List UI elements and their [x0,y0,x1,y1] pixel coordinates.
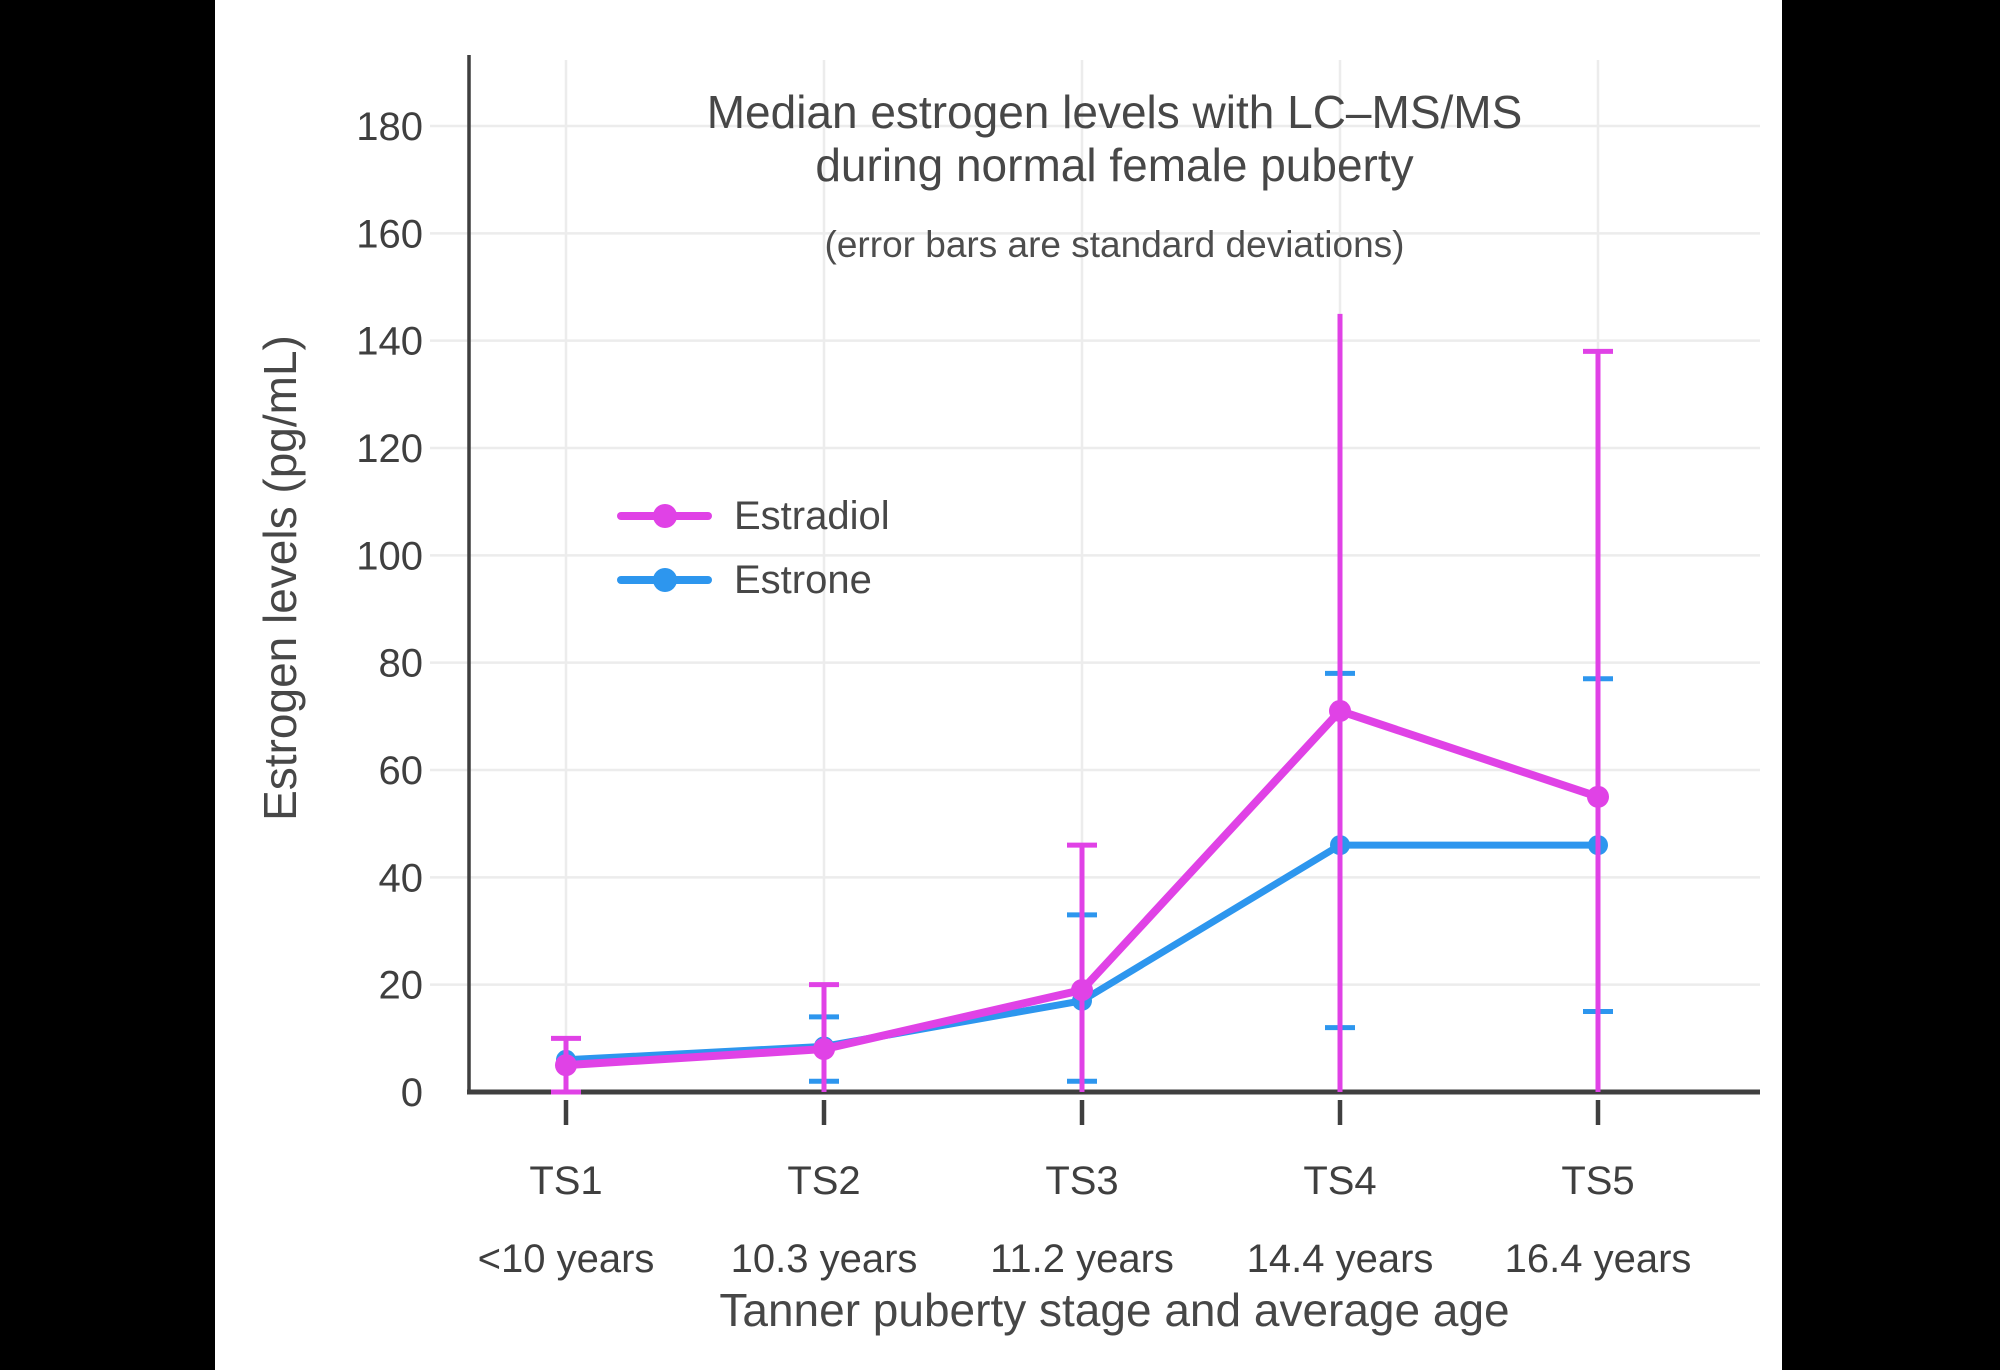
legend-swatch-estrone [617,568,712,592]
chart-subtitle: (error bars are standard deviations) [824,224,1405,265]
svg-text:TS2: TS2 [787,1159,860,1203]
svg-text:100: 100 [356,534,423,578]
svg-text:TS3: TS3 [1045,1159,1118,1203]
x-axis-title: Tanner puberty stage and average age [719,1284,1510,1336]
chart-svg: 0 20 40 60 80 100 120 140 160 180 TS1 <10 years TS2 1… [356,55,1760,1281]
legend-label-estrone: Estrone [734,557,872,602]
svg-text:80: 80 [379,642,424,686]
svg-text:20: 20 [379,964,424,1008]
y-axis-title: Estrogen levels (pg/mL) [254,335,306,821]
title-block: Median estrogen levels with LC–MS/MS dur… [469,0,1760,300]
svg-text:180: 180 [356,105,423,149]
svg-text:TS4: TS4 [1303,1159,1376,1203]
legend: Estradiol Estrone [617,484,890,612]
svg-text:<10 years: <10 years [478,1237,655,1281]
svg-text:11.2 years: 11.2 years [990,1237,1174,1281]
svg-text:TS1: TS1 [529,1159,602,1203]
chart-title-line2: during normal female puberty [815,139,1414,191]
svg-text:60: 60 [379,749,424,793]
svg-text:14.4 years: 14.4 years [1247,1237,1434,1281]
svg-text:10.3 years: 10.3 years [731,1237,918,1281]
chart-panel: 0 20 40 60 80 100 120 140 160 180 TS1 <10 years TS2 1… [215,0,1782,1370]
legend-item-estrone[interactable]: Estrone [617,548,890,612]
svg-text:0: 0 [401,1071,423,1115]
svg-text:16.4 years: 16.4 years [1505,1237,1692,1281]
legend-marker-dot [652,568,677,592]
legend-label-estradiol: Estradiol [734,493,890,538]
svg-text:TS5: TS5 [1561,1159,1634,1203]
legend-swatch-estradiol [617,504,712,528]
svg-text:160: 160 [356,212,423,256]
svg-text:120: 120 [356,427,423,471]
legend-marker-dot [652,504,677,528]
svg-text:40: 40 [379,856,424,900]
chart-title-line1: Median estrogen levels with LC–MS/MS [706,86,1523,138]
legend-item-estradiol[interactable]: Estradiol [617,484,890,548]
svg-text:140: 140 [356,320,423,364]
